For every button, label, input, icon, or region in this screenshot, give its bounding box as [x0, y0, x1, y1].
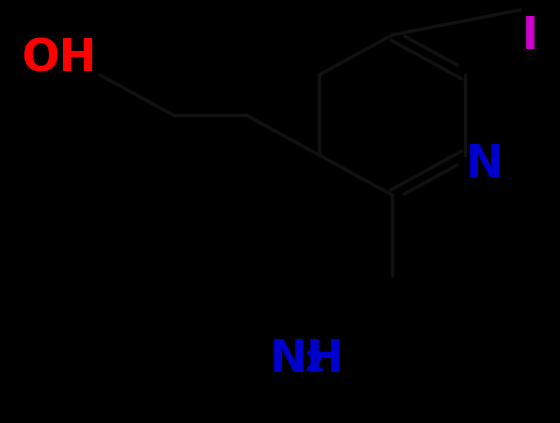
- Text: N: N: [466, 143, 503, 186]
- Text: I: I: [522, 15, 539, 58]
- Text: 2: 2: [305, 349, 325, 377]
- Text: OH: OH: [22, 38, 97, 81]
- Text: NH: NH: [270, 338, 344, 381]
